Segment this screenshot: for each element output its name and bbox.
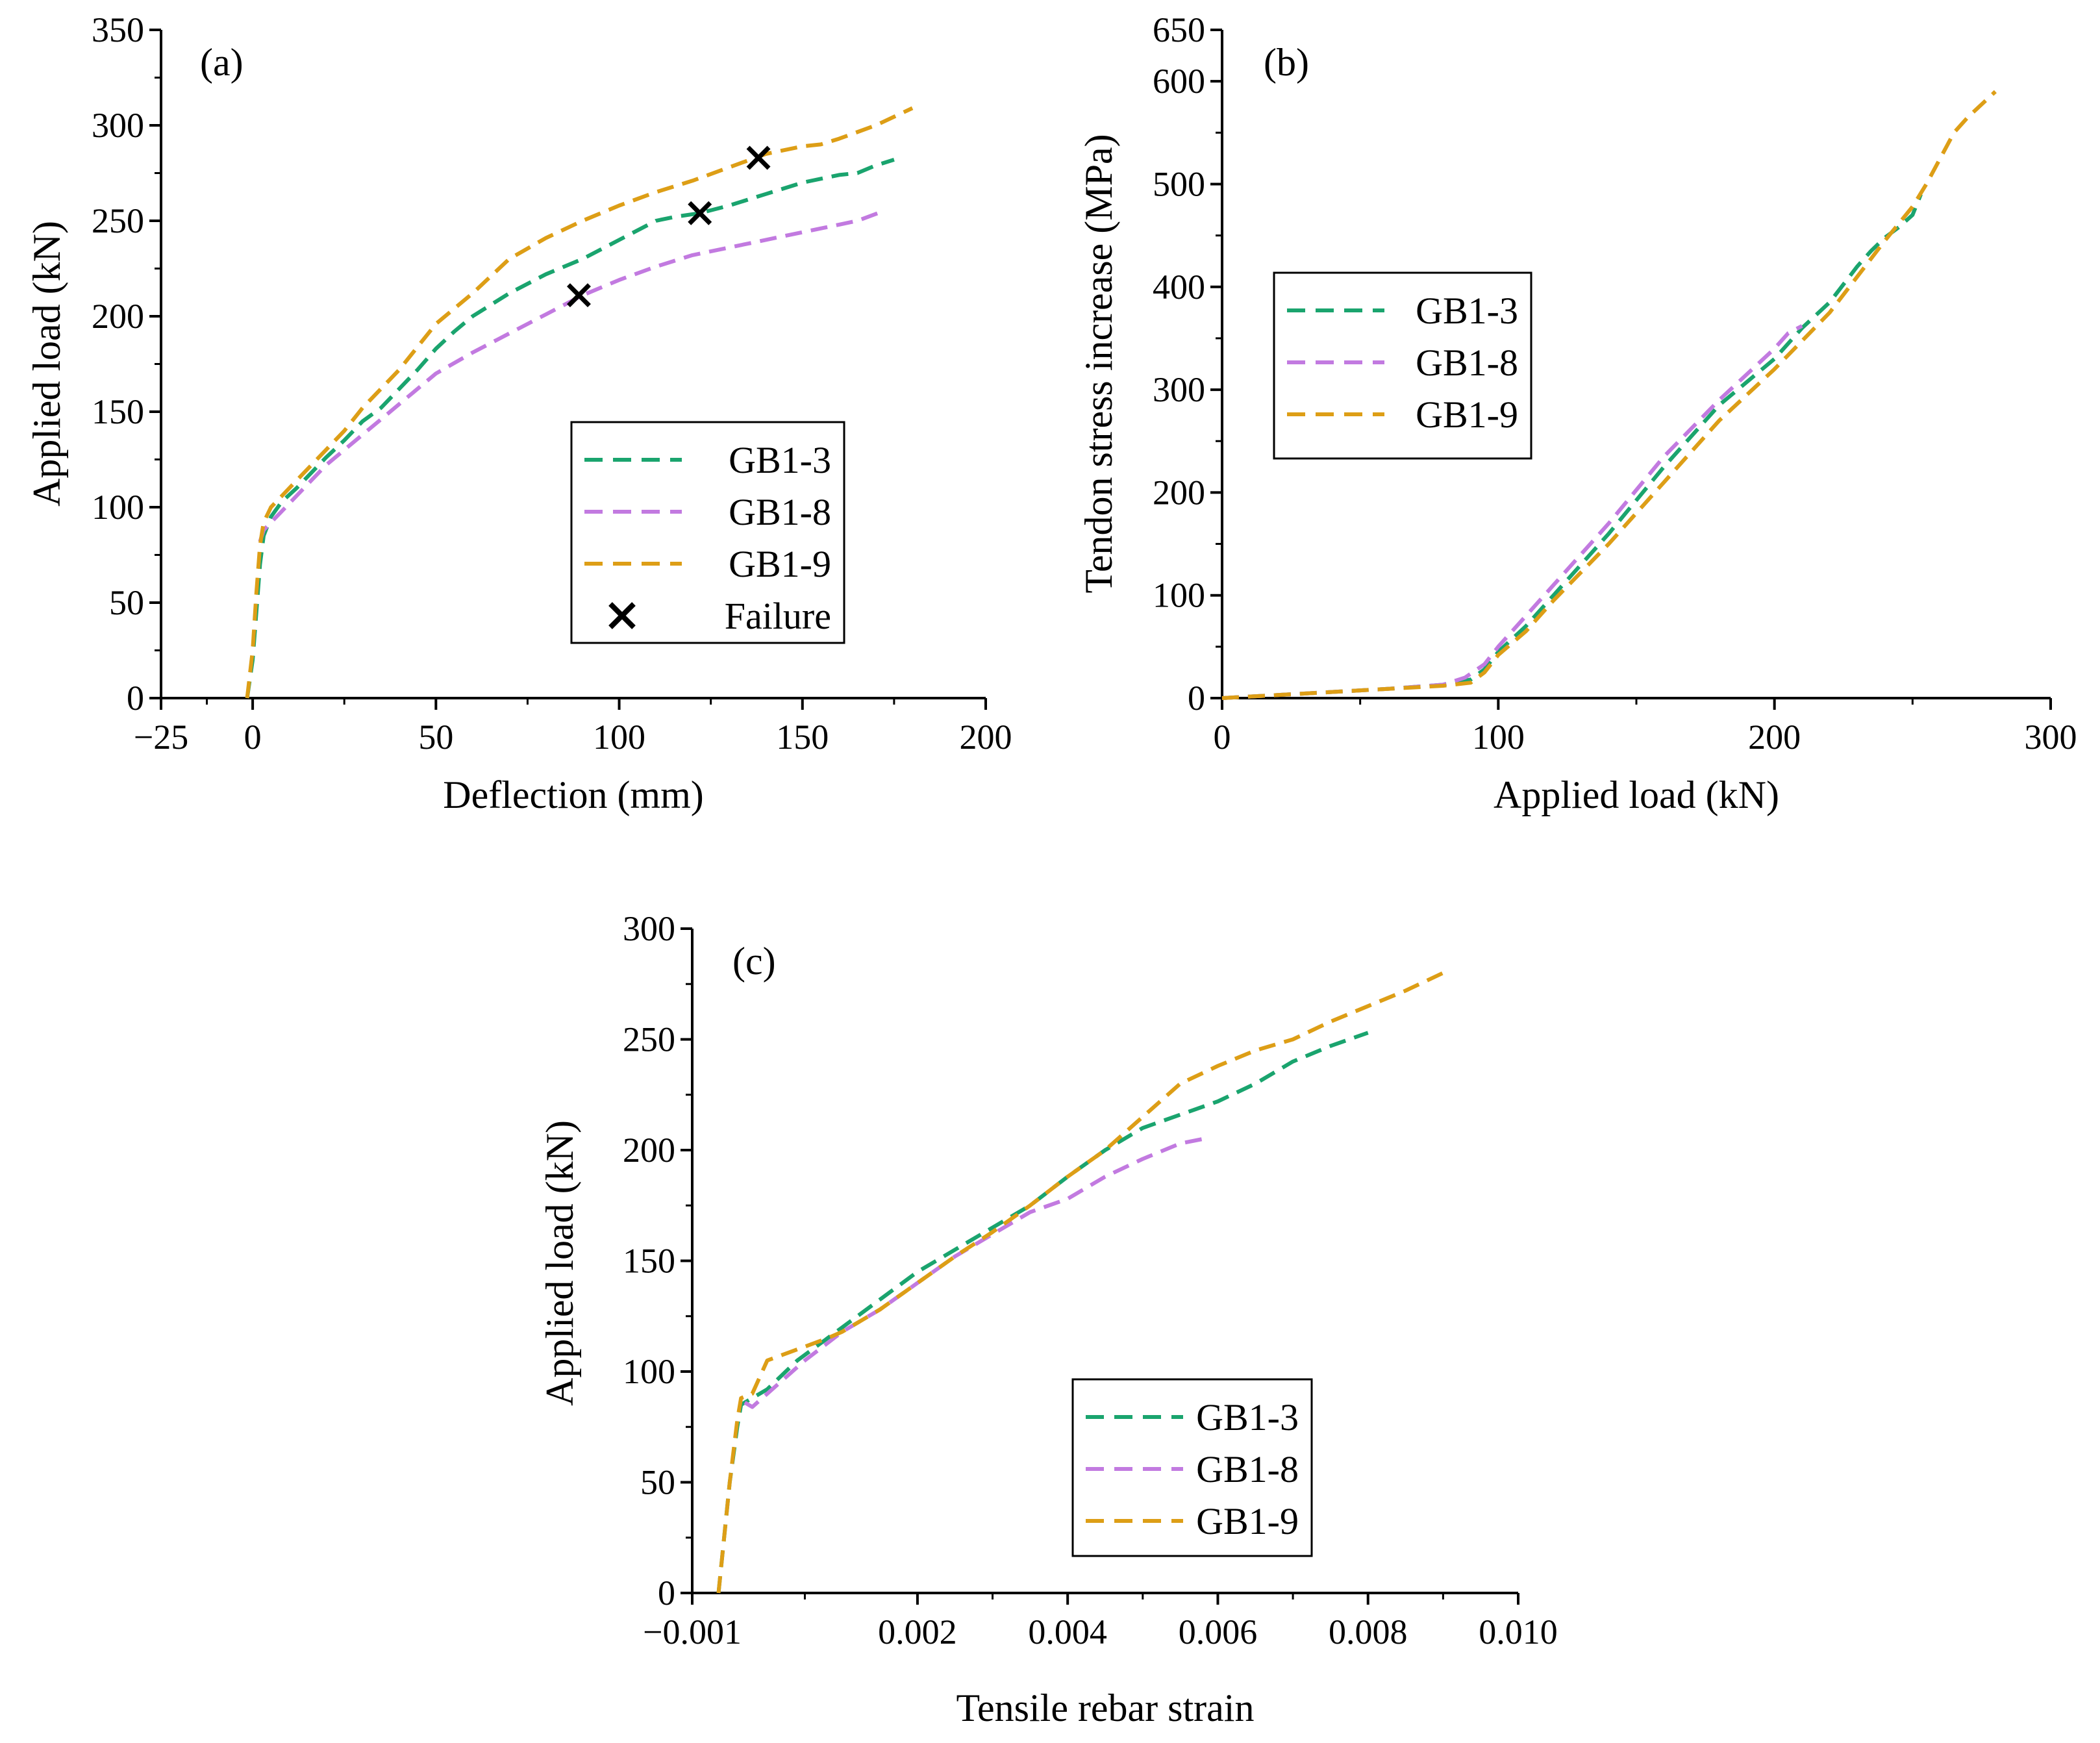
panel-label: (c) — [732, 940, 776, 983]
y-tick-label: 100 — [92, 488, 144, 527]
x-tick-label: 150 — [776, 718, 829, 757]
y-tick-label: 100 — [623, 1352, 675, 1391]
y-tick-label: 150 — [623, 1242, 675, 1281]
y-tick-label: 200 — [623, 1131, 675, 1170]
legend-label: GB1-8 — [1196, 1448, 1299, 1490]
y-tick-label: 150 — [92, 392, 144, 431]
x-tick-label: 0.010 — [1479, 1612, 1558, 1651]
x-tick-label: −25 — [134, 718, 188, 757]
panel-c: −0.001 0.002 0.004 0.006 0.008 0.010 0 50 100 150… — [538, 909, 1558, 1729]
x-tick-label: 300 — [2025, 718, 2077, 757]
y-tick-label: 250 — [92, 201, 144, 240]
legend: GB1-3 GB1-8 GB1-9 — [1273, 271, 1532, 460]
y-tick-label: 0 — [127, 679, 144, 718]
x-tick-label: 0.002 — [878, 1612, 957, 1651]
failure-marker-stroke — [746, 145, 771, 170]
failure-marker-stroke — [688, 201, 712, 225]
series-line-gb1-9 — [716, 971, 1444, 1594]
series-line-gb1-3 — [245, 158, 895, 699]
legend-label: GB1-9 — [729, 543, 831, 585]
y-tick-label: 300 — [92, 106, 144, 145]
legend-label: GB1-9 — [1416, 394, 1518, 436]
failure-marker — [746, 145, 771, 170]
panel-label: (b) — [1264, 41, 1309, 84]
y-tick-label: 0 — [658, 1574, 675, 1612]
x-tick-label: 50 — [418, 718, 453, 757]
y-tick-label: 400 — [1153, 268, 1205, 307]
legend-label: GB1-3 — [729, 439, 831, 481]
legend-box — [1071, 1378, 1313, 1557]
y-tick-label: 500 — [1153, 164, 1205, 203]
y-axis-title: Tendon stress increase (MPa) — [1077, 134, 1120, 593]
legend: GB1-3 GB1-8 GB1-9 — [1071, 1378, 1313, 1557]
x-axis-title: Applied load (kN) — [1494, 773, 1779, 816]
failure-marker — [688, 201, 712, 225]
legend-label: GB1-8 — [729, 491, 831, 533]
y-tick-label: 200 — [1153, 473, 1205, 512]
legend-failure-icon — [608, 602, 636, 629]
x-axis-title: Tensile rebar strain — [956, 1687, 1255, 1729]
y-tick-label: 250 — [623, 1020, 675, 1059]
x-tick-label: 0.004 — [1028, 1612, 1107, 1651]
y-tick-label: 350 — [92, 10, 144, 49]
series-line-gb1-9 — [245, 106, 914, 699]
x-axis-title: Deflection (mm) — [443, 773, 704, 816]
y-tick-label: 200 — [92, 297, 144, 336]
panel-a: −25 0 50 100 150 200050100150200250300350Defl… — [25, 10, 1012, 816]
legend-label: GB1-3 — [1196, 1396, 1299, 1438]
x-tick-label: 0.008 — [1329, 1612, 1408, 1651]
legend: GB1-3 GB1-8 GB1-9 Failure — [570, 421, 845, 644]
failure-marker — [566, 283, 591, 308]
legend-label: GB1-3 — [1416, 290, 1518, 332]
x-tick-label: 0 — [1214, 718, 1231, 757]
y-tick-label: 300 — [623, 909, 675, 948]
y-tick-label: 300 — [1153, 370, 1205, 409]
x-tick-label: 100 — [593, 718, 645, 757]
y-tick-label: 0 — [1188, 679, 1205, 718]
legend-box — [1273, 271, 1532, 460]
y-tick-label: 50 — [640, 1463, 675, 1502]
y-tick-label: 600 — [1153, 62, 1205, 101]
panel-label: (a) — [200, 41, 244, 84]
legend-label: Failure — [725, 595, 831, 637]
y-tick-label: 50 — [109, 583, 144, 622]
x-tick-label: 100 — [1472, 718, 1525, 757]
y-axis-title: Applied load (kN) — [538, 1120, 581, 1406]
x-tick-label: 200 — [1748, 718, 1801, 757]
series-line-gb1-8 — [744, 1136, 1203, 1409]
legend-label: GB1-8 — [1416, 342, 1518, 384]
series-line-gb1-8 — [258, 209, 884, 542]
series-line-gb1-9 — [1221, 90, 1997, 700]
x-tick-label: 0 — [244, 718, 262, 757]
failure-marker-stroke — [566, 283, 591, 308]
legend-label: GB1-9 — [1196, 1500, 1299, 1542]
y-axis-title: Applied load (kN) — [25, 221, 68, 507]
x-tick-label: 0.006 — [1179, 1612, 1258, 1651]
panel-b: 0 100 200 300 0 100 200 300 400 500 600 650 Applied … — [1077, 10, 2077, 816]
x-tick-label: 200 — [960, 718, 1012, 757]
y-tick-label: 650 — [1153, 10, 1205, 49]
y-tick-label: 100 — [1153, 576, 1205, 615]
x-tick-label: −0.001 — [643, 1612, 742, 1651]
